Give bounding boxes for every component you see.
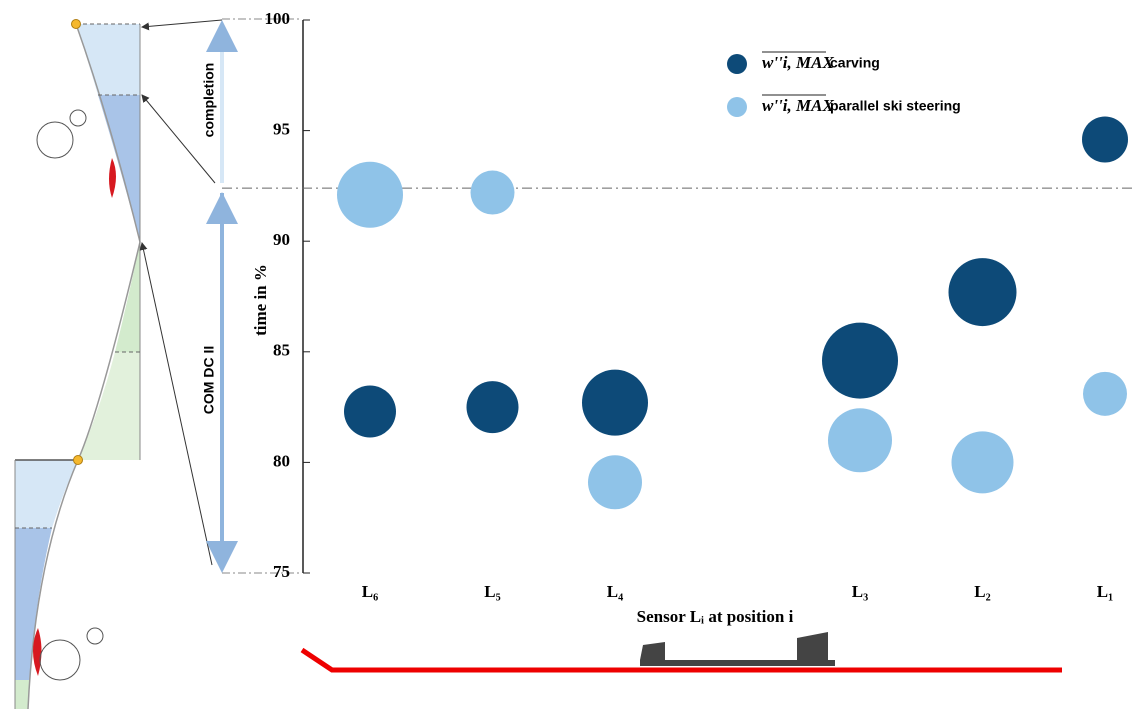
bubble (344, 385, 396, 438)
bubble (822, 322, 898, 399)
ski (300, 632, 1062, 673)
bubble (470, 170, 515, 215)
y-axis-title: time in % (251, 264, 270, 336)
bubble (951, 431, 1014, 494)
y-tick-label: 100 (265, 9, 291, 28)
turn-diagram (14, 18, 300, 710)
bubble (337, 161, 403, 228)
x-tick-label: L₃ (852, 582, 868, 601)
annotation: COM DC II (201, 346, 217, 414)
bubble (588, 455, 642, 510)
x-tick-label: L₁ (1097, 582, 1113, 601)
bubble (466, 381, 519, 434)
x-tick-label: L₆ (362, 582, 378, 601)
x-tick-label: L₂ (974, 582, 990, 601)
y-tick-label: 85 (273, 341, 290, 360)
legend-symbol: w''i, MAX (762, 96, 834, 115)
legend-label: parallel ski steering (830, 98, 961, 114)
x-tick-label: L₄ (607, 582, 623, 601)
bubble (828, 408, 892, 473)
bubble (1083, 371, 1127, 416)
legend-marker (727, 54, 747, 74)
y-tick-label: 95 (273, 120, 290, 139)
y-tick-label: 75 (273, 562, 290, 581)
legend-symbol: w''i, MAX (762, 53, 834, 72)
bubble (582, 369, 648, 436)
y-tick-label: 80 (273, 451, 290, 470)
bubble (948, 258, 1017, 327)
x-tick-label: L₅ (484, 582, 500, 601)
bubble (1082, 116, 1128, 163)
x-axis-title: Sensor Lᵢ at position i (637, 607, 794, 626)
annotation: completion (201, 63, 217, 138)
legend-marker (727, 97, 747, 117)
y-tick-label: 90 (273, 230, 290, 249)
legend-label: carving (830, 55, 880, 71)
